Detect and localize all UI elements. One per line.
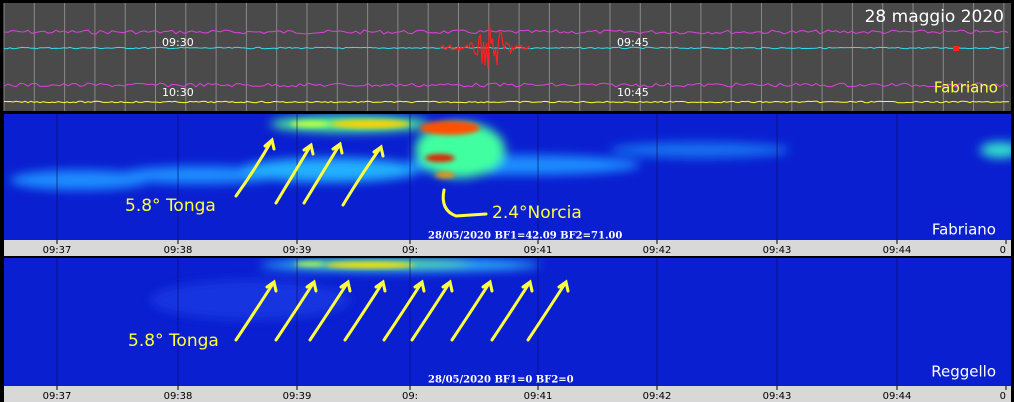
time-label: 10:45 — [617, 86, 649, 99]
spectrogram — [150, 259, 540, 320]
time-label: 0 — [1000, 391, 1006, 402]
trace — [3, 29, 1009, 35]
time-label: 09:45 — [617, 36, 649, 49]
trace — [3, 46, 1010, 50]
time-label: 09:30 — [162, 36, 194, 49]
time-label: 09:43 — [763, 245, 792, 256]
event-marker — [953, 46, 959, 51]
time-label: 0 — [1000, 245, 1006, 256]
time-label: 09: — [402, 391, 418, 402]
time-axis — [4, 240, 1011, 256]
arrow — [382, 279, 426, 342]
spectrogram — [10, 116, 1011, 190]
time-label: 09:41 — [524, 391, 553, 402]
arrow — [274, 279, 318, 342]
time-label: 09:44 — [883, 391, 912, 402]
arrow — [308, 279, 352, 342]
caption: 28/05/2020 BF1=0 BF2=0 — [428, 375, 574, 386]
arrow — [410, 279, 454, 342]
time-label: 09:37 — [43, 391, 72, 402]
station-label: Reggello — [931, 363, 996, 381]
time-label: 09:41 — [524, 245, 553, 256]
time-label: 09:39 — [283, 245, 312, 256]
caption: 28/05/2020 BF1=42.09 BF2=71.00 — [428, 231, 622, 242]
arrow — [274, 142, 315, 205]
time-label: 09:42 — [643, 391, 672, 402]
arrow — [302, 141, 344, 205]
time-label: 09:43 — [763, 391, 792, 402]
event-trace — [439, 23, 531, 69]
station-label: Fabriano — [934, 79, 998, 97]
trace — [3, 82, 1009, 88]
annotation: 5.8° Tonga — [125, 196, 216, 216]
arrow — [450, 279, 494, 342]
spectrogram-bg — [4, 258, 1011, 386]
station-label: Fabriano — [932, 221, 996, 239]
date: 28 maggio 2020 — [865, 7, 1004, 27]
time-label: 09:42 — [643, 245, 672, 256]
annotation: 2.4°Norcia — [492, 203, 582, 223]
time-label: 09:38 — [164, 391, 193, 402]
arrow — [490, 279, 534, 342]
arrow — [526, 279, 570, 342]
arrows — [234, 279, 570, 342]
seismogram-grid — [3, 3, 1005, 111]
arrow — [343, 279, 387, 342]
traces — [3, 23, 1010, 104]
time-label: 09:39 — [283, 391, 312, 402]
time-label: 10:30 — [162, 86, 194, 99]
time-label: 09:37 — [43, 245, 72, 256]
time-axis-labels: 09:37 09:38 09:39 09: 09:41 09:42 09:43 09:44 0 — [43, 258, 1007, 402]
arrow — [441, 188, 488, 218]
arrow — [234, 137, 276, 198]
arrow — [341, 144, 385, 207]
arrow — [234, 279, 278, 342]
seismogram-bg — [4, 3, 1011, 111]
time-axis — [4, 386, 1011, 402]
time-axis-labels: 09:37 09:38 09:39 09: 09:41 09:42 09:43 09:44 0 — [43, 114, 1007, 256]
trace — [3, 100, 1010, 104]
time-label: 09:38 — [164, 245, 193, 256]
time-label: 09: — [402, 245, 418, 256]
time-label: 09:44 — [883, 245, 912, 256]
annotation: 5.8° Tonga — [128, 331, 219, 351]
